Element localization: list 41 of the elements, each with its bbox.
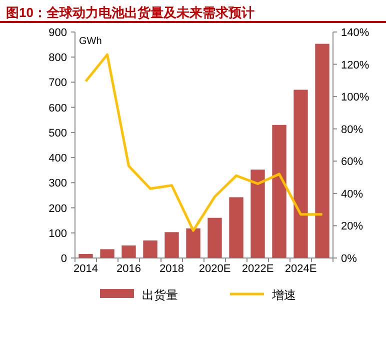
bar: [315, 44, 330, 258]
y-tick-label: 500: [48, 127, 67, 140]
y2-tick-label: 80%: [341, 124, 364, 136]
bar: [100, 249, 114, 258]
y-tick-label: 900: [48, 27, 67, 39]
y-tick-label: 400: [48, 152, 67, 165]
bar: [122, 245, 136, 258]
y2-tick-label: 60%: [341, 156, 364, 168]
x-tick-label: 2024E: [284, 263, 317, 275]
bar: [143, 240, 158, 258]
x-tick-label: 2018: [160, 263, 184, 275]
bar: [186, 228, 200, 258]
line-series: [84, 53, 324, 232]
bar: [164, 232, 179, 258]
y-tick-label: 700: [48, 77, 67, 90]
x-tick-label: 2014: [74, 263, 98, 275]
y-tick-label: 300: [48, 178, 67, 190]
bar: [78, 254, 93, 258]
y2-tick-label: 0%: [341, 253, 358, 265]
y2-tick-label: 20%: [341, 220, 364, 233]
bar: [229, 197, 244, 258]
bar: [272, 124, 286, 258]
y-tick-label: 600: [48, 102, 67, 114]
y-tick-label: 800: [48, 52, 67, 64]
x-tick-label: 2022E: [242, 263, 274, 275]
y-tick-label: 0: [60, 253, 67, 265]
annotation: GWh: [79, 36, 102, 47]
y2-tick-label: 40%: [341, 188, 364, 200]
bar: [208, 218, 222, 258]
bar: [294, 90, 308, 258]
y-tick-label: 200: [48, 202, 67, 215]
y2-tick-label: 100%: [341, 92, 370, 104]
x-tick-label: 2020E: [198, 263, 231, 275]
chart-title: 图10：全球动力电池出货量及未来需求预计: [6, 5, 254, 20]
x-tick-label: 2016: [116, 263, 141, 275]
y2-tick-label: 140%: [341, 27, 370, 39]
legend-label: 出货量: [142, 288, 178, 302]
legend-label: 增速: [271, 288, 296, 302]
y2-tick-label: 120%: [341, 59, 370, 72]
bar: [250, 170, 265, 258]
y-tick-label: 100: [48, 228, 67, 240]
